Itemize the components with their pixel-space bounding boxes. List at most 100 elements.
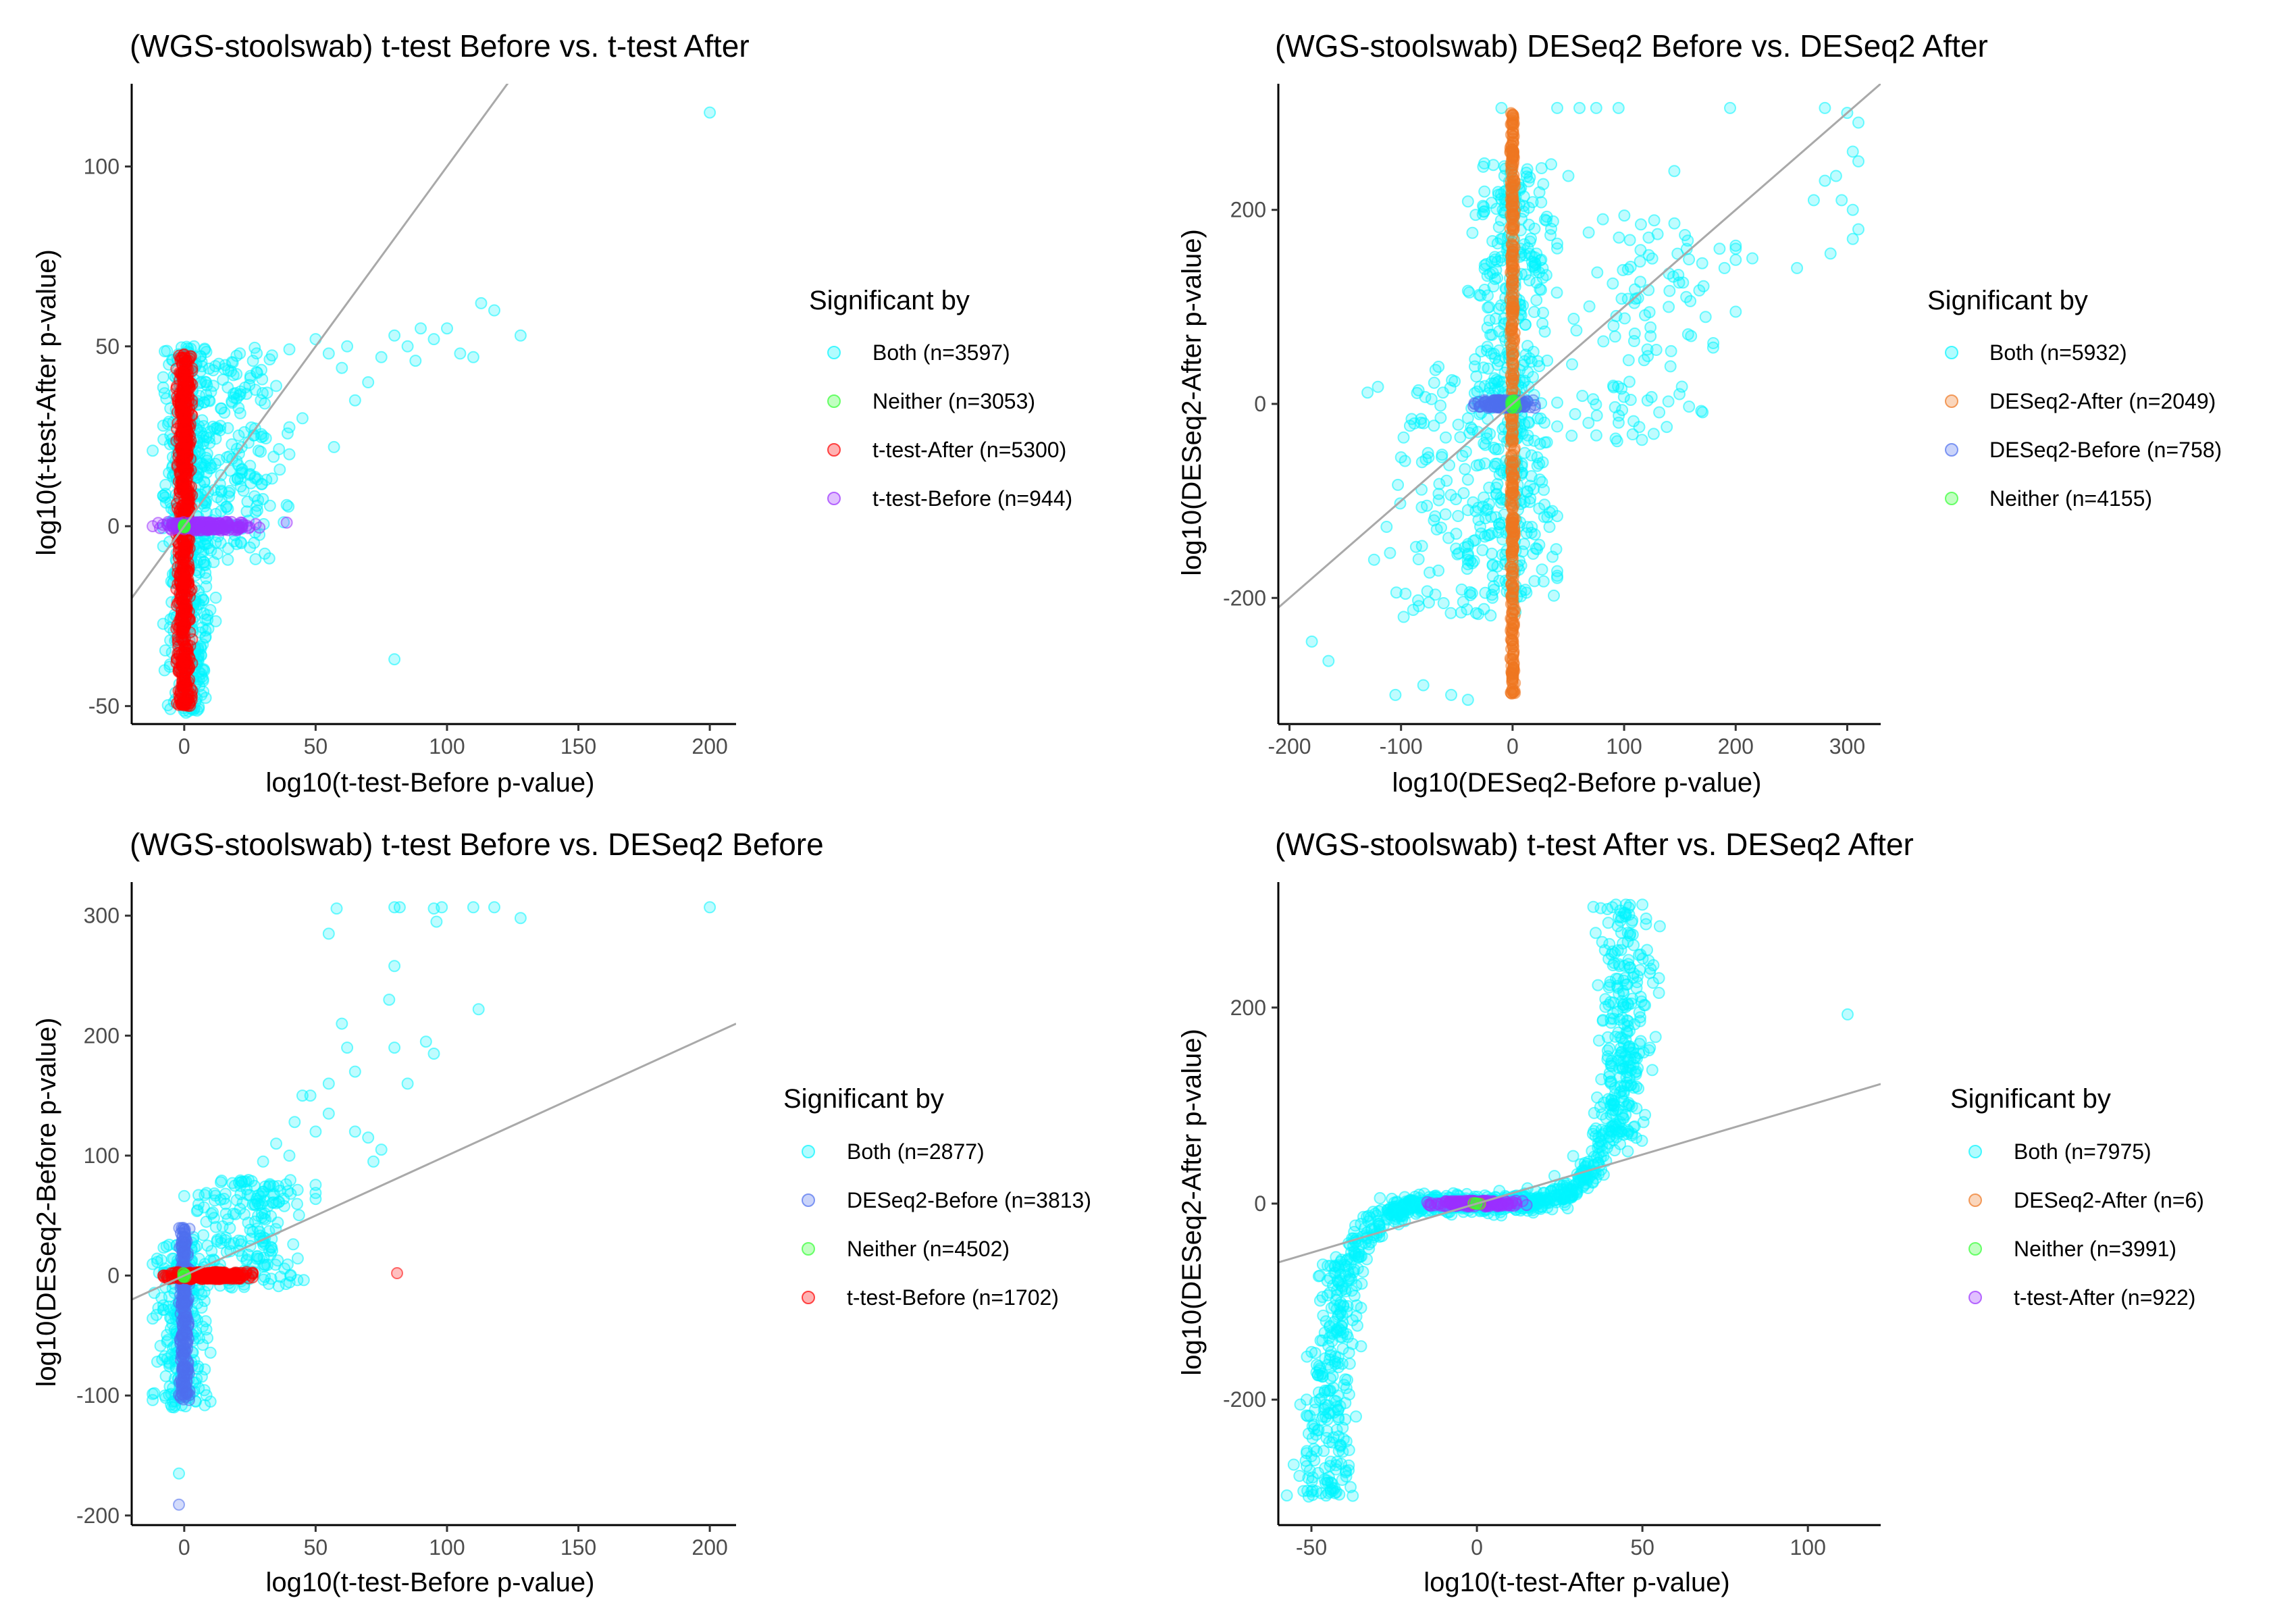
data-point [160,392,173,405]
data-point [1491,272,1504,284]
data-point [200,572,213,585]
x-tick-label: -200 [1268,734,1311,758]
data-point [514,329,527,342]
data-point [1437,597,1450,609]
y-tick-label: -50 [88,694,120,718]
data-point [177,1245,190,1258]
data-point [1455,583,1468,596]
data-point [1421,585,1434,598]
data-point [475,297,488,309]
data-point [199,1363,211,1376]
data-point [1846,145,1859,158]
data-point [1588,1125,1600,1137]
data-point [182,563,195,575]
data-point [430,915,443,928]
data-point [383,994,396,1006]
data-point [1328,1316,1340,1329]
data-point [282,500,295,513]
data-point [322,347,335,360]
data-point [1398,1205,1411,1218]
data-point [1607,381,1620,394]
data-point [1591,1091,1603,1104]
x-tick-label: 200 [1718,734,1754,758]
data-point [207,380,219,392]
data-point [1315,1487,1328,1499]
data-point [198,556,210,568]
data-point [176,1230,188,1243]
data-point [1615,292,1628,305]
legend-label: Both (n=3597) [872,340,1010,365]
data-point [257,492,269,505]
data-point [249,552,262,565]
data-point [1505,324,1518,336]
data-point [1561,1202,1574,1214]
data-point [1639,309,1651,321]
data-point [1548,589,1560,602]
data-point [1852,223,1864,236]
data-point [1623,234,1636,247]
data-point [1461,603,1473,616]
data-point [1607,319,1620,332]
legend-label: Neither (n=4155) [1989,486,2152,511]
data-point [1486,235,1499,247]
data-point [199,632,212,644]
data-point [251,347,263,360]
data-point [1518,446,1531,459]
data-point [1597,335,1610,348]
data-point [1506,382,1519,394]
data-point [208,1187,221,1200]
data-point [194,648,207,661]
data-point [198,476,211,488]
data-point [1485,197,1498,209]
data-point [1582,226,1595,239]
data-point [1729,242,1742,255]
data-point [1506,471,1519,484]
data-point [436,901,448,914]
data-point [215,494,228,507]
legend-key [1945,443,1958,457]
data-point [1375,1204,1388,1216]
data-point [1807,194,1820,207]
data-point [1439,431,1452,444]
data-point [1461,195,1474,208]
data-point [1613,409,1625,422]
legend-label: Both (n=5932) [1989,340,2127,365]
data-point [1549,1183,1562,1196]
data-point [171,461,184,473]
data-point [1518,374,1531,387]
data-point [304,1089,317,1102]
data-point [1413,600,1426,613]
data-point [1327,1431,1340,1444]
data-point [1428,376,1440,389]
legend-key [1945,492,1958,505]
data-point [1461,563,1473,575]
data-point [1349,1219,1361,1232]
data-point [1478,602,1490,615]
data-point [273,463,286,476]
y-tick-label: 50 [95,334,120,359]
data-point [265,472,278,485]
y-tick-label: 0 [107,1264,120,1288]
legend-key [802,1145,815,1158]
data-point [1746,252,1758,265]
data-point [284,1268,297,1281]
x-tick-label: 150 [560,1535,596,1560]
data-point [161,1270,174,1283]
y-tick-label: 0 [1254,392,1266,416]
data-point [236,466,249,479]
data-point [214,536,227,549]
data-point [1446,374,1459,386]
data-point [1506,569,1518,582]
data-point [1324,1456,1337,1468]
data-point [205,1208,218,1220]
data-point [1506,149,1519,162]
data-point [256,387,269,399]
y-tick-label: 0 [107,514,120,538]
data-point [283,1150,296,1162]
data-point [1430,523,1443,536]
data-point [213,1270,226,1283]
data-point [225,515,238,528]
data-point [1653,406,1666,419]
data-point [1478,185,1491,198]
data-point [1483,529,1496,541]
